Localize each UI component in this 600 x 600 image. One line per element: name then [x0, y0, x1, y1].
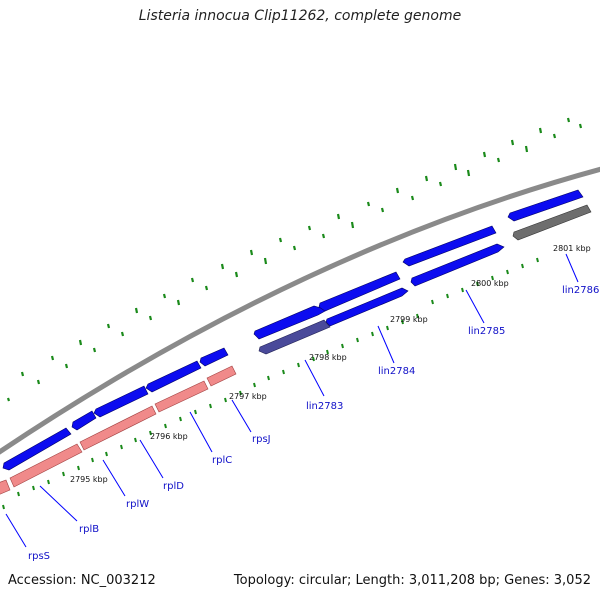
- gc-ticks-inner: [20, 117, 571, 377]
- gene-feature-lin2783: [258, 319, 331, 355]
- gene-feature: [253, 305, 328, 340]
- gene-label-rpsJ: rpsJ: [252, 434, 271, 445]
- position-label: 2796 kbp: [150, 432, 188, 441]
- gene-feature: [318, 271, 401, 312]
- gene-feature: [199, 347, 229, 367]
- gene-feature-pseudo: [512, 204, 592, 241]
- gene-feature: [402, 225, 497, 267]
- gene-feature: [0, 479, 11, 495]
- gene-feature: [154, 380, 209, 413]
- gene-label-lin2786: lin2786: [562, 285, 599, 296]
- gene-label-lin2785: lin2785: [468, 326, 505, 337]
- forward-strand-genes: [2, 189, 584, 471]
- position-label: 2800 kbp: [471, 279, 509, 288]
- gene-feature: [9, 443, 83, 488]
- gene-feature: [206, 365, 237, 387]
- position-label: 2801 kbp: [553, 244, 591, 253]
- gene-feature: [79, 405, 157, 451]
- gene-label-lin2783: lin2783: [306, 401, 343, 412]
- gene-label-rplD: rplD: [163, 481, 184, 492]
- gene-feature: [93, 385, 149, 418]
- map-title: Listeria innocua Clip11262, complete gen…: [138, 8, 462, 24]
- gene-feature: [145, 360, 202, 393]
- gene-label-rplC: rplC: [212, 455, 232, 466]
- gene-label-rplW: rplW: [126, 499, 149, 510]
- label-leaders: [5, 253, 579, 548]
- inner-strand-genes: [325, 243, 505, 327]
- gene-feature: [71, 410, 97, 431]
- inner-ticks: [2, 257, 539, 510]
- rrna-genes: [0, 365, 237, 495]
- accession-label: Accession: NC_003212: [8, 573, 156, 588]
- position-label: 2798 kbp: [309, 353, 347, 362]
- gene-feature: [2, 427, 72, 471]
- gene-label-rpsS: rpsS: [28, 551, 50, 562]
- genome-backbone: [0, 166, 600, 455]
- gene-label-lin2784: lin2784: [378, 366, 415, 377]
- position-label: 2795 kbp: [70, 475, 108, 484]
- position-label: 2797 kbp: [229, 392, 267, 401]
- gene-feature: [410, 243, 505, 287]
- genome-summary: Topology: circular; Length: 3,011,208 bp…: [233, 573, 591, 588]
- gene-feature: [507, 189, 584, 222]
- gene-label-rplB: rplB: [79, 524, 99, 535]
- position-label: 2799 kbp: [390, 315, 428, 324]
- gc-ticks-outer: [6, 123, 583, 402]
